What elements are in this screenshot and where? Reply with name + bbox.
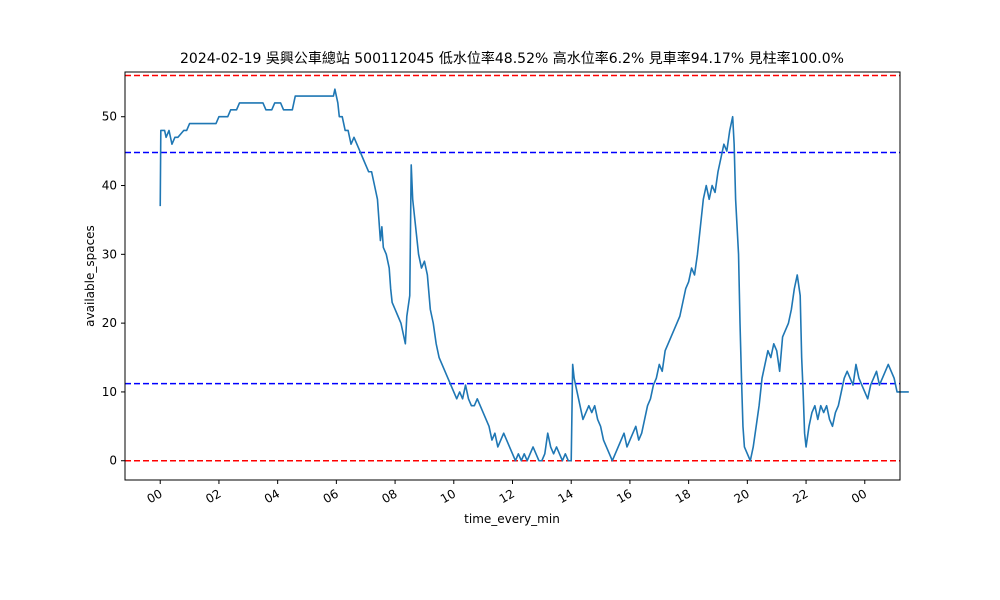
plot-frame <box>124 71 901 481</box>
x-tick-label: 18 <box>673 486 693 506</box>
x-axis: 00 02 04 06 08 10 12 14 16 18 20 22 00 <box>144 480 869 506</box>
chart-title: 2024-02-19 吳興公車總站 500112045 低水位率48.52% 高… <box>180 50 844 67</box>
x-tick-label: 04 <box>262 486 282 506</box>
series-layer <box>159 88 909 462</box>
x-tick-label: 20 <box>732 486 752 506</box>
y-tick-label: 10 <box>102 385 117 399</box>
x-tick-label: 00 <box>849 486 869 506</box>
x-tick-label: 14 <box>555 486 575 506</box>
x-tick-label: 10 <box>438 486 458 506</box>
y-tick-label: 40 <box>102 179 117 193</box>
y-tick-label: 20 <box>102 316 117 330</box>
y-axis: 0 10 20 30 40 50 <box>102 110 125 468</box>
x-tick-label: 16 <box>614 486 634 506</box>
x-tick-label: 00 <box>144 486 164 506</box>
series-line-0 <box>159 88 909 462</box>
y-axis-title: available_spaces <box>83 225 97 327</box>
y-tick-label: 0 <box>109 454 117 468</box>
x-tick-label: 06 <box>321 486 341 506</box>
x-tick-label: 22 <box>790 486 810 506</box>
x-axis-title: time_every_min <box>464 512 560 526</box>
reference-lines <box>125 74 900 462</box>
x-tick-label: 08 <box>379 486 399 506</box>
y-tick-label: 50 <box>102 110 117 124</box>
x-tick-label: 12 <box>497 486 517 506</box>
y-tick-label: 30 <box>102 247 117 261</box>
x-tick-label: 02 <box>203 486 223 506</box>
